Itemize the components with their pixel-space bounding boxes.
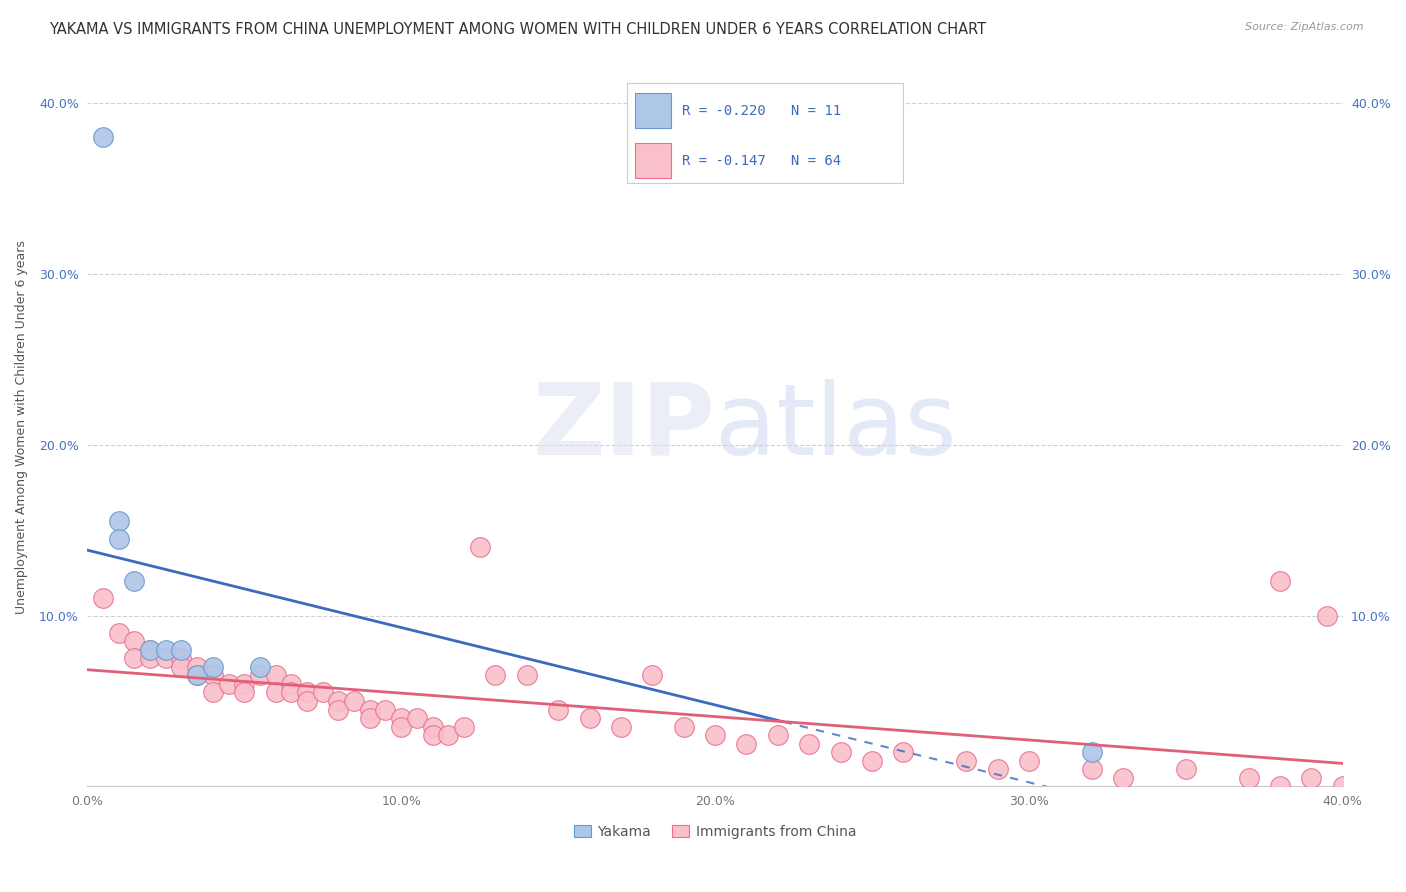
Point <box>201 668 224 682</box>
Point <box>124 634 146 648</box>
Point <box>389 720 412 734</box>
Y-axis label: Unemployment Among Women with Children Under 6 years: Unemployment Among Women with Children U… <box>15 241 28 615</box>
Point <box>986 763 1008 777</box>
Point <box>249 660 271 674</box>
Point <box>264 668 287 682</box>
Point <box>374 702 396 716</box>
Point <box>124 651 146 665</box>
Point <box>641 668 664 682</box>
Point <box>328 702 350 716</box>
Point <box>186 668 208 682</box>
Point <box>735 737 758 751</box>
Point <box>1316 608 1339 623</box>
Point <box>766 728 789 742</box>
Point <box>468 540 491 554</box>
Point <box>359 702 381 716</box>
Point <box>249 668 271 682</box>
Point <box>1080 763 1102 777</box>
Point <box>186 660 208 674</box>
Point <box>1112 771 1135 785</box>
Point <box>955 754 977 768</box>
Point <box>91 591 114 606</box>
Point <box>155 651 177 665</box>
Legend: Yakama, Immigrants from China: Yakama, Immigrants from China <box>568 819 862 844</box>
Point <box>328 694 350 708</box>
Point <box>453 720 475 734</box>
Point <box>186 668 208 682</box>
Point <box>280 685 302 699</box>
Point <box>343 694 366 708</box>
Point <box>264 685 287 699</box>
Point <box>139 642 162 657</box>
Point <box>218 677 240 691</box>
Point <box>359 711 381 725</box>
Point <box>1268 574 1291 589</box>
Text: YAKAMA VS IMMIGRANTS FROM CHINA UNEMPLOYMENT AMONG WOMEN WITH CHILDREN UNDER 6 Y: YAKAMA VS IMMIGRANTS FROM CHINA UNEMPLOY… <box>49 22 987 37</box>
Point <box>406 711 429 725</box>
Point <box>516 668 538 682</box>
Point <box>170 642 193 657</box>
Point <box>799 737 821 751</box>
Point <box>860 754 883 768</box>
Point <box>107 625 129 640</box>
Point <box>672 720 695 734</box>
Point <box>610 720 633 734</box>
Point <box>1237 771 1260 785</box>
Point <box>830 745 852 759</box>
Text: ZIP: ZIP <box>533 379 716 476</box>
Point <box>170 660 193 674</box>
Point <box>155 642 177 657</box>
Point <box>389 711 412 725</box>
Point <box>578 711 600 725</box>
Point <box>547 702 569 716</box>
Point <box>1268 780 1291 794</box>
Point <box>484 668 506 682</box>
Point <box>1301 771 1323 785</box>
Point <box>139 651 162 665</box>
Point <box>1018 754 1040 768</box>
Point <box>1080 745 1102 759</box>
Point <box>422 720 444 734</box>
Point <box>201 660 224 674</box>
Text: atlas: atlas <box>716 379 956 476</box>
Point <box>312 685 335 699</box>
Point <box>1331 780 1354 794</box>
Point <box>704 728 727 742</box>
Point <box>893 745 915 759</box>
Point <box>107 532 129 546</box>
Point <box>107 515 129 529</box>
Point <box>170 651 193 665</box>
Point <box>139 642 162 657</box>
Point <box>422 728 444 742</box>
Point <box>91 129 114 144</box>
Point <box>437 728 460 742</box>
Text: Source: ZipAtlas.com: Source: ZipAtlas.com <box>1246 22 1364 32</box>
Point <box>295 685 318 699</box>
Point <box>233 677 256 691</box>
Point <box>295 694 318 708</box>
Point <box>233 685 256 699</box>
Point <box>201 685 224 699</box>
Point <box>280 677 302 691</box>
Point <box>1174 763 1197 777</box>
Point <box>124 574 146 589</box>
